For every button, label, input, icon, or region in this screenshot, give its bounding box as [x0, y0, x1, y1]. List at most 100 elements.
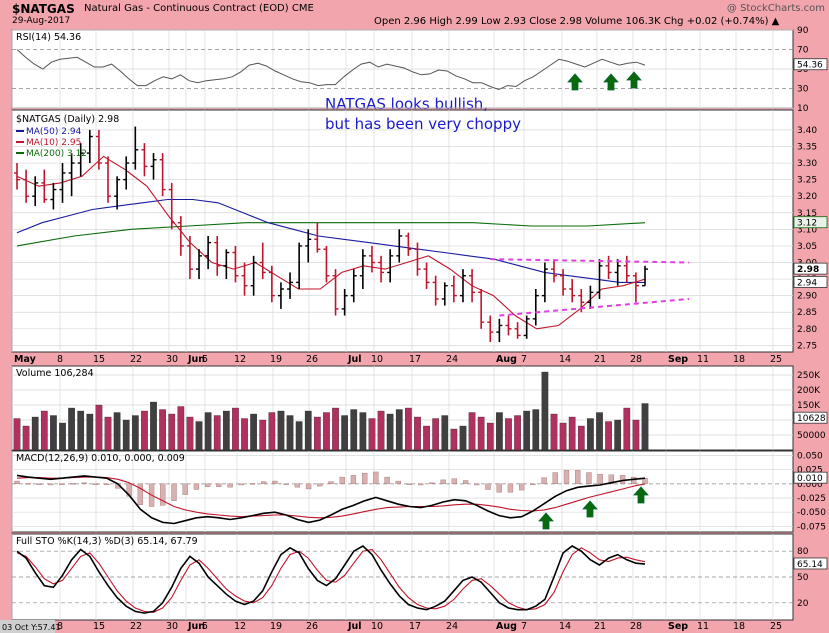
macd-histogram-bar — [361, 472, 368, 485]
price-bar — [378, 255, 385, 283]
volume-bar — [59, 422, 66, 451]
price-bar — [359, 249, 366, 290]
volume-y-tick: 150K — [797, 401, 821, 411]
macd-arrow-3 — [633, 486, 649, 504]
volume-y-tick: 50000 — [797, 431, 826, 441]
price-y-tick: 2.80 — [797, 325, 817, 335]
volume-bar — [395, 409, 403, 451]
annotation-line-2: but has been very choppy — [325, 115, 521, 133]
x-tick-label: 18 — [733, 354, 745, 365]
macd-line — [16, 474, 646, 525]
price-bar — [305, 229, 312, 263]
x-tick-label-bottom: 12 — [234, 621, 246, 632]
macd-histogram-bar — [238, 483, 244, 486]
price-bar — [250, 255, 257, 296]
price-bar — [596, 259, 603, 299]
price-bar — [77, 143, 84, 177]
legend-ma200: MA(200) 3.12 — [26, 149, 87, 159]
price-bar — [14, 163, 20, 190]
volume-y-tick: 200K — [797, 386, 821, 396]
macd-histogram-bar — [339, 476, 345, 485]
rsi-arrow-2 — [603, 73, 619, 91]
price-bar — [532, 289, 539, 326]
volume-bar — [241, 418, 248, 451]
macd-histogram-bar — [462, 480, 469, 485]
volume-bar — [268, 412, 276, 451]
price-y-tick: 3.35 — [797, 142, 817, 152]
rsi-title: RSI(14) 54.36 — [16, 32, 81, 43]
price-bar — [159, 153, 166, 197]
price-bar — [296, 242, 303, 290]
price-bar — [196, 249, 203, 280]
rsi-y-tick: 30 — [797, 85, 809, 95]
volume-bar — [468, 412, 476, 451]
volume-bar — [623, 407, 631, 451]
volume-bar — [386, 413, 394, 451]
sto-value-badge-text: 65.14 — [797, 560, 823, 570]
x-tick-label: 25 — [770, 354, 782, 365]
price-bar — [632, 272, 639, 303]
footer-label: 03 Oct Y:57.41 — [2, 623, 61, 632]
price-bar — [459, 269, 466, 303]
x-tick-label: 24 — [446, 354, 458, 365]
volume-value-badge — [793, 411, 828, 424]
price-bar — [387, 249, 394, 283]
macd-histogram-bar — [160, 483, 166, 506]
price-bar — [177, 216, 184, 256]
rsi-arrow-1 — [567, 73, 583, 91]
instrument-name: Natural Gas - Continuous Contract (EOD) … — [84, 3, 314, 14]
volume-bar — [31, 416, 39, 451]
x-tick-label: 7 — [521, 354, 527, 365]
macd-y-tick: -0.025 — [797, 494, 826, 504]
price-y-tick: 3.05 — [797, 242, 817, 252]
volume-bar — [423, 425, 430, 451]
volume-bar — [605, 421, 612, 451]
volume-bar — [441, 415, 449, 451]
volume-bar — [541, 371, 549, 451]
price-bar — [41, 169, 48, 203]
macd-histogram-bar — [507, 483, 514, 493]
annotation-line-1: NATGAS looks bullish, — [325, 95, 488, 113]
footer-box — [0, 620, 55, 633]
x-tick-label: 19 — [270, 354, 282, 365]
macd-title: MACD(12,26,9) 0.010, 0.000, 0.009 — [16, 453, 185, 464]
macd-histogram-bar — [137, 483, 144, 505]
macd-histogram-bar — [294, 483, 301, 488]
macd-histogram-bar — [47, 483, 54, 486]
price-value-badge-text: 2.98 — [797, 265, 819, 275]
price-bar — [432, 275, 439, 306]
macd-value-badge-text: 0.010 — [797, 474, 823, 484]
volume-bar — [295, 421, 303, 451]
price-y-tick: 3.25 — [797, 176, 817, 186]
x-tick-label-bottom: 24 — [446, 621, 458, 632]
price-value-badge — [793, 216, 828, 229]
sto-value-badge — [793, 557, 828, 570]
price-bar — [23, 169, 30, 203]
macd-histogram-bar — [541, 477, 547, 485]
volume-bar — [641, 403, 649, 451]
macd-histogram-bar — [642, 478, 648, 485]
volume-bar — [632, 419, 640, 451]
volume-bar — [341, 415, 349, 451]
price-y-tick: 3.10 — [797, 225, 817, 235]
volume-bar — [532, 409, 540, 451]
volume-bar — [86, 413, 94, 451]
price-bar — [114, 176, 121, 210]
volume-y-tick: 250K — [797, 371, 821, 381]
volume-value-badge-text: 10628 — [797, 414, 826, 424]
macd-histogram-bar — [597, 474, 603, 485]
sto-k-line — [16, 545, 646, 614]
volume-bar — [122, 419, 130, 451]
macd-histogram-bar — [586, 472, 592, 485]
volume-bar — [232, 407, 239, 451]
macd-histogram-bar — [104, 483, 110, 486]
x-tick-label: 21 — [594, 354, 606, 365]
macd-histogram-bar — [182, 483, 188, 495]
price-bar — [186, 235, 193, 280]
volume-bar — [141, 410, 148, 451]
price-y-tick: 2.75 — [797, 341, 817, 351]
price-value-badge-text: 3.12 — [797, 219, 817, 229]
x-tick-label: 8 — [57, 354, 63, 365]
price-bar — [623, 255, 630, 283]
price-bar — [168, 182, 175, 230]
